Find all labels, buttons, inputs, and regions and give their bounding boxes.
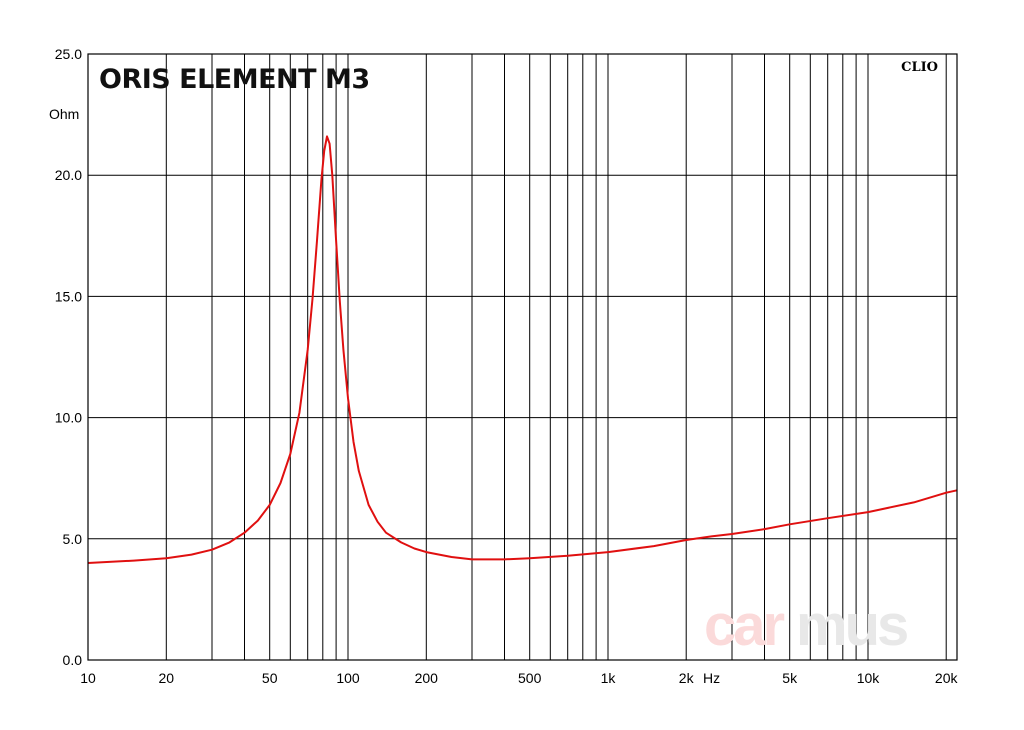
x-tick-label: 20k: [935, 670, 959, 686]
x-axis-label: Hz: [703, 670, 720, 686]
x-tick-label: 200: [415, 670, 439, 686]
y-tick-label: 0.0: [63, 652, 83, 668]
x-tick-label: 10: [80, 670, 96, 686]
watermark-car: car: [704, 593, 785, 658]
impedance-curve: [87, 135, 958, 564]
x-tick-label: 500: [518, 670, 542, 686]
x-tick-label: 50: [262, 670, 278, 686]
y-tick-label: 15.0: [55, 288, 82, 304]
x-tick-label: 20: [159, 670, 175, 686]
plot-frame: [87, 53, 958, 661]
y-tick-label: 20.0: [55, 167, 82, 183]
watermark: car mus: [704, 593, 910, 658]
y-axis-label: Ohm: [49, 106, 79, 122]
x-tick-label: 2k: [679, 670, 695, 686]
series-layer: [87, 135, 958, 564]
y-tick-label: 5.0: [63, 531, 83, 547]
chart-title: ORIS ELEMENT M3: [99, 64, 370, 95]
y-tick-label: 25.0: [55, 46, 82, 62]
x-tick-label: 5k: [782, 670, 798, 686]
x-tick-label: 1k: [601, 670, 617, 686]
grid: [88, 54, 957, 660]
x-tick-labels: 10 20 50 100 200 500 1k 2k 5k 10k 20k: [80, 670, 958, 686]
clio-label: CLIO: [901, 60, 938, 75]
y-tick-label: 10.0: [55, 410, 82, 426]
x-tick-label: 100: [336, 670, 360, 686]
y-tick-labels: 0.0 5.0 10.0 15.0 20.0 25.0: [55, 46, 82, 668]
watermark-mus: mus: [796, 593, 907, 658]
x-tick-label: 10k: [857, 670, 881, 686]
